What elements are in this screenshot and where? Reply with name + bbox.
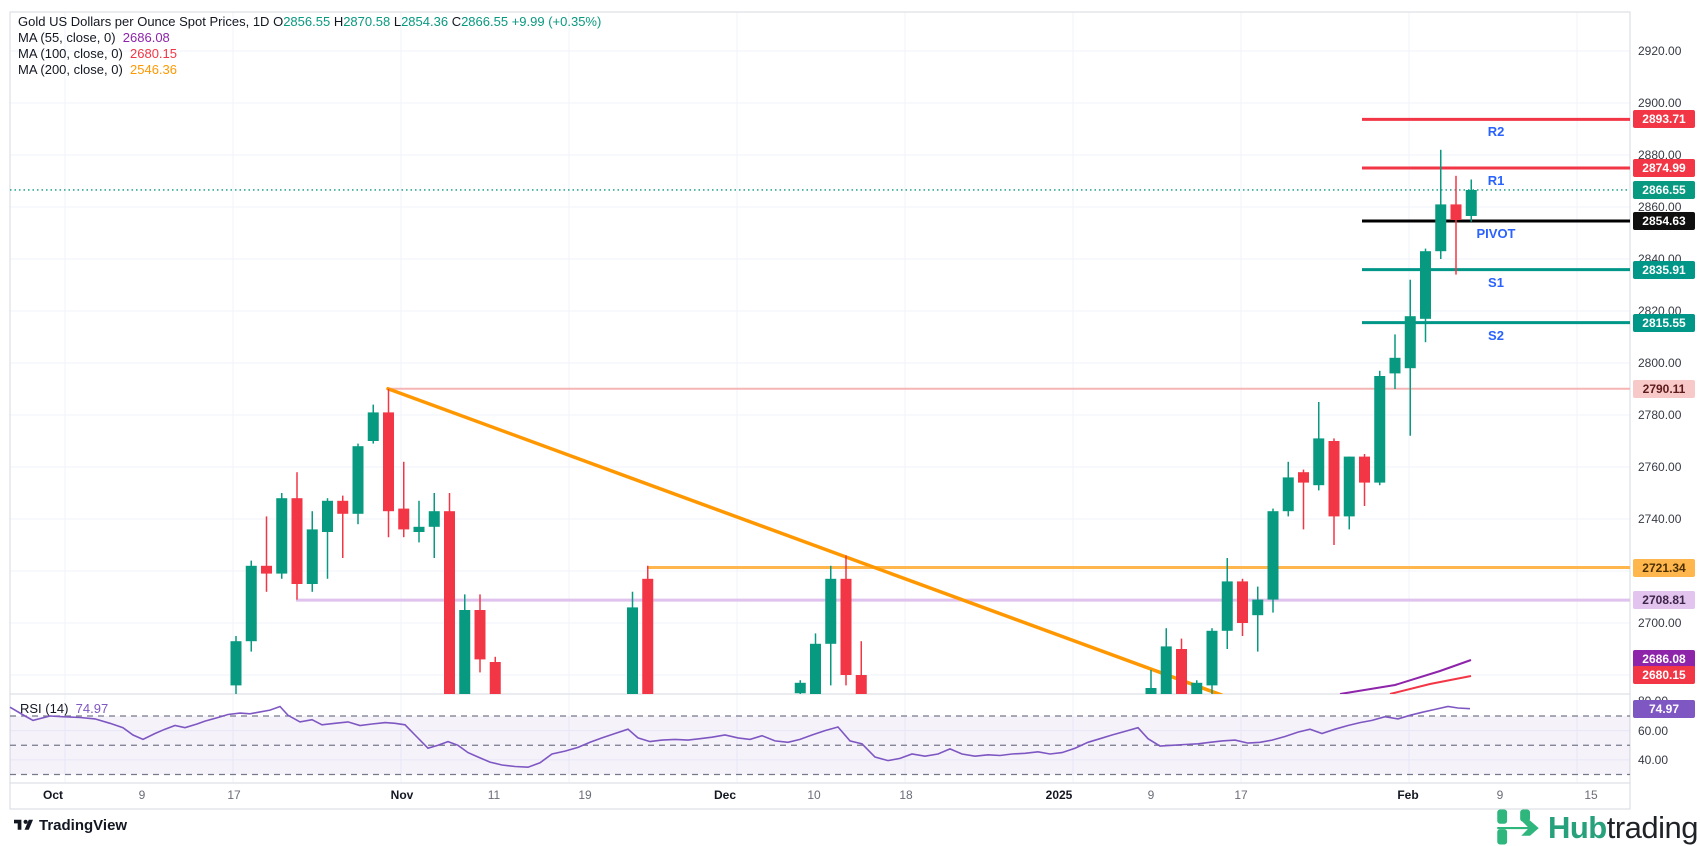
candle-body bbox=[1374, 376, 1386, 483]
candle-body bbox=[794, 682, 806, 694]
candle-body bbox=[337, 500, 349, 514]
hubtrading-icon bbox=[1497, 809, 1539, 845]
candle-body bbox=[810, 643, 821, 694]
candle-body bbox=[398, 508, 410, 530]
candlesticks[interactable] bbox=[230, 149, 1477, 740]
rsi-line bbox=[9, 705, 1471, 769]
ma55-value: 2686.08 bbox=[122, 30, 170, 45]
candle-body bbox=[1343, 456, 1355, 517]
candle-body bbox=[1206, 630, 1218, 686]
candle-body bbox=[291, 498, 303, 584]
price-change: +9.99 (+0.35%) bbox=[511, 14, 602, 29]
ma55-legend[interactable]: MA (55, close, 0) 2686.08 bbox=[18, 30, 170, 45]
candle-body bbox=[1404, 316, 1416, 369]
candle-body bbox=[1237, 581, 1248, 623]
candle-body bbox=[245, 565, 257, 642]
candle-body bbox=[1176, 649, 1187, 694]
candle-body bbox=[367, 412, 379, 441]
plot-frame bbox=[9, 11, 1631, 810]
candle-body bbox=[1435, 204, 1447, 252]
symbol-title-row: Gold US Dollars per Ounce Spot Prices, 1… bbox=[18, 14, 601, 30]
symbol-legend[interactable]: Gold US Dollars per Ounce Spot Prices, 1… bbox=[18, 14, 601, 78]
tradingview-text: TradingView bbox=[39, 817, 128, 834]
candle-body bbox=[1389, 357, 1401, 374]
candle-body bbox=[825, 578, 837, 644]
tradingview-logo[interactable]: TradingView bbox=[14, 816, 127, 835]
ma55-line bbox=[1339, 659, 1472, 694]
hubtrading-logo: Hubtrading bbox=[1494, 808, 1699, 846]
ma100-legend[interactable]: MA (100, close, 0) 2680.15 bbox=[18, 46, 178, 61]
candle-body bbox=[261, 565, 272, 574]
rsi-value: 74.97 bbox=[75, 701, 109, 716]
rsi-legend[interactable]: RSI (14) 74.97 bbox=[20, 701, 109, 716]
candle-body bbox=[1145, 688, 1157, 694]
candle-body bbox=[627, 607, 638, 694]
candle-body bbox=[230, 641, 242, 686]
ohlc-close: C2866.55 bbox=[451, 14, 509, 29]
candle-body bbox=[1313, 438, 1325, 486]
candle-body bbox=[1465, 189, 1477, 216]
hubtrading-text: Hubtrading bbox=[1547, 810, 1699, 845]
candle-body bbox=[1298, 472, 1309, 483]
candle-body bbox=[459, 610, 471, 694]
candle-body bbox=[1221, 581, 1233, 631]
ohlc-open: O2856.55 bbox=[273, 14, 331, 29]
candle-body bbox=[1328, 441, 1340, 517]
candle-body bbox=[276, 498, 288, 574]
tradingview-icon bbox=[14, 819, 33, 830]
candle-body bbox=[383, 412, 394, 512]
candle-body bbox=[855, 675, 867, 694]
candle-body bbox=[1420, 251, 1431, 319]
ohlc-high: H2870.58 bbox=[333, 14, 391, 29]
candle-body bbox=[474, 610, 486, 660]
candle-body bbox=[1450, 204, 1462, 220]
candle-body bbox=[840, 578, 852, 675]
candle-body bbox=[1252, 599, 1264, 616]
candle-body bbox=[1160, 646, 1172, 694]
candle-body bbox=[1191, 682, 1203, 694]
candle-body bbox=[1267, 511, 1279, 600]
ma100-line bbox=[1389, 675, 1472, 694]
candle-body bbox=[322, 500, 333, 532]
candle-body bbox=[1359, 456, 1370, 483]
ma100-value: 2680.15 bbox=[130, 46, 178, 61]
candle-body bbox=[444, 511, 455, 694]
candle-body bbox=[413, 526, 425, 532]
candle-body bbox=[306, 529, 318, 584]
symbol-title: Gold US Dollars per Ounce Spot Prices, 1… bbox=[18, 14, 270, 29]
ma200-legend[interactable]: MA (200, close, 0) 2546.36 bbox=[18, 62, 178, 77]
candle-body bbox=[489, 662, 501, 694]
trendline bbox=[386, 386, 1224, 694]
candle-body bbox=[428, 511, 440, 527]
ohlc-low: L2854.36 bbox=[393, 14, 449, 29]
candle-body bbox=[352, 446, 364, 514]
candle-body bbox=[642, 578, 654, 694]
ma200-value: 2546.36 bbox=[130, 62, 178, 77]
candle-body bbox=[1282, 477, 1294, 512]
